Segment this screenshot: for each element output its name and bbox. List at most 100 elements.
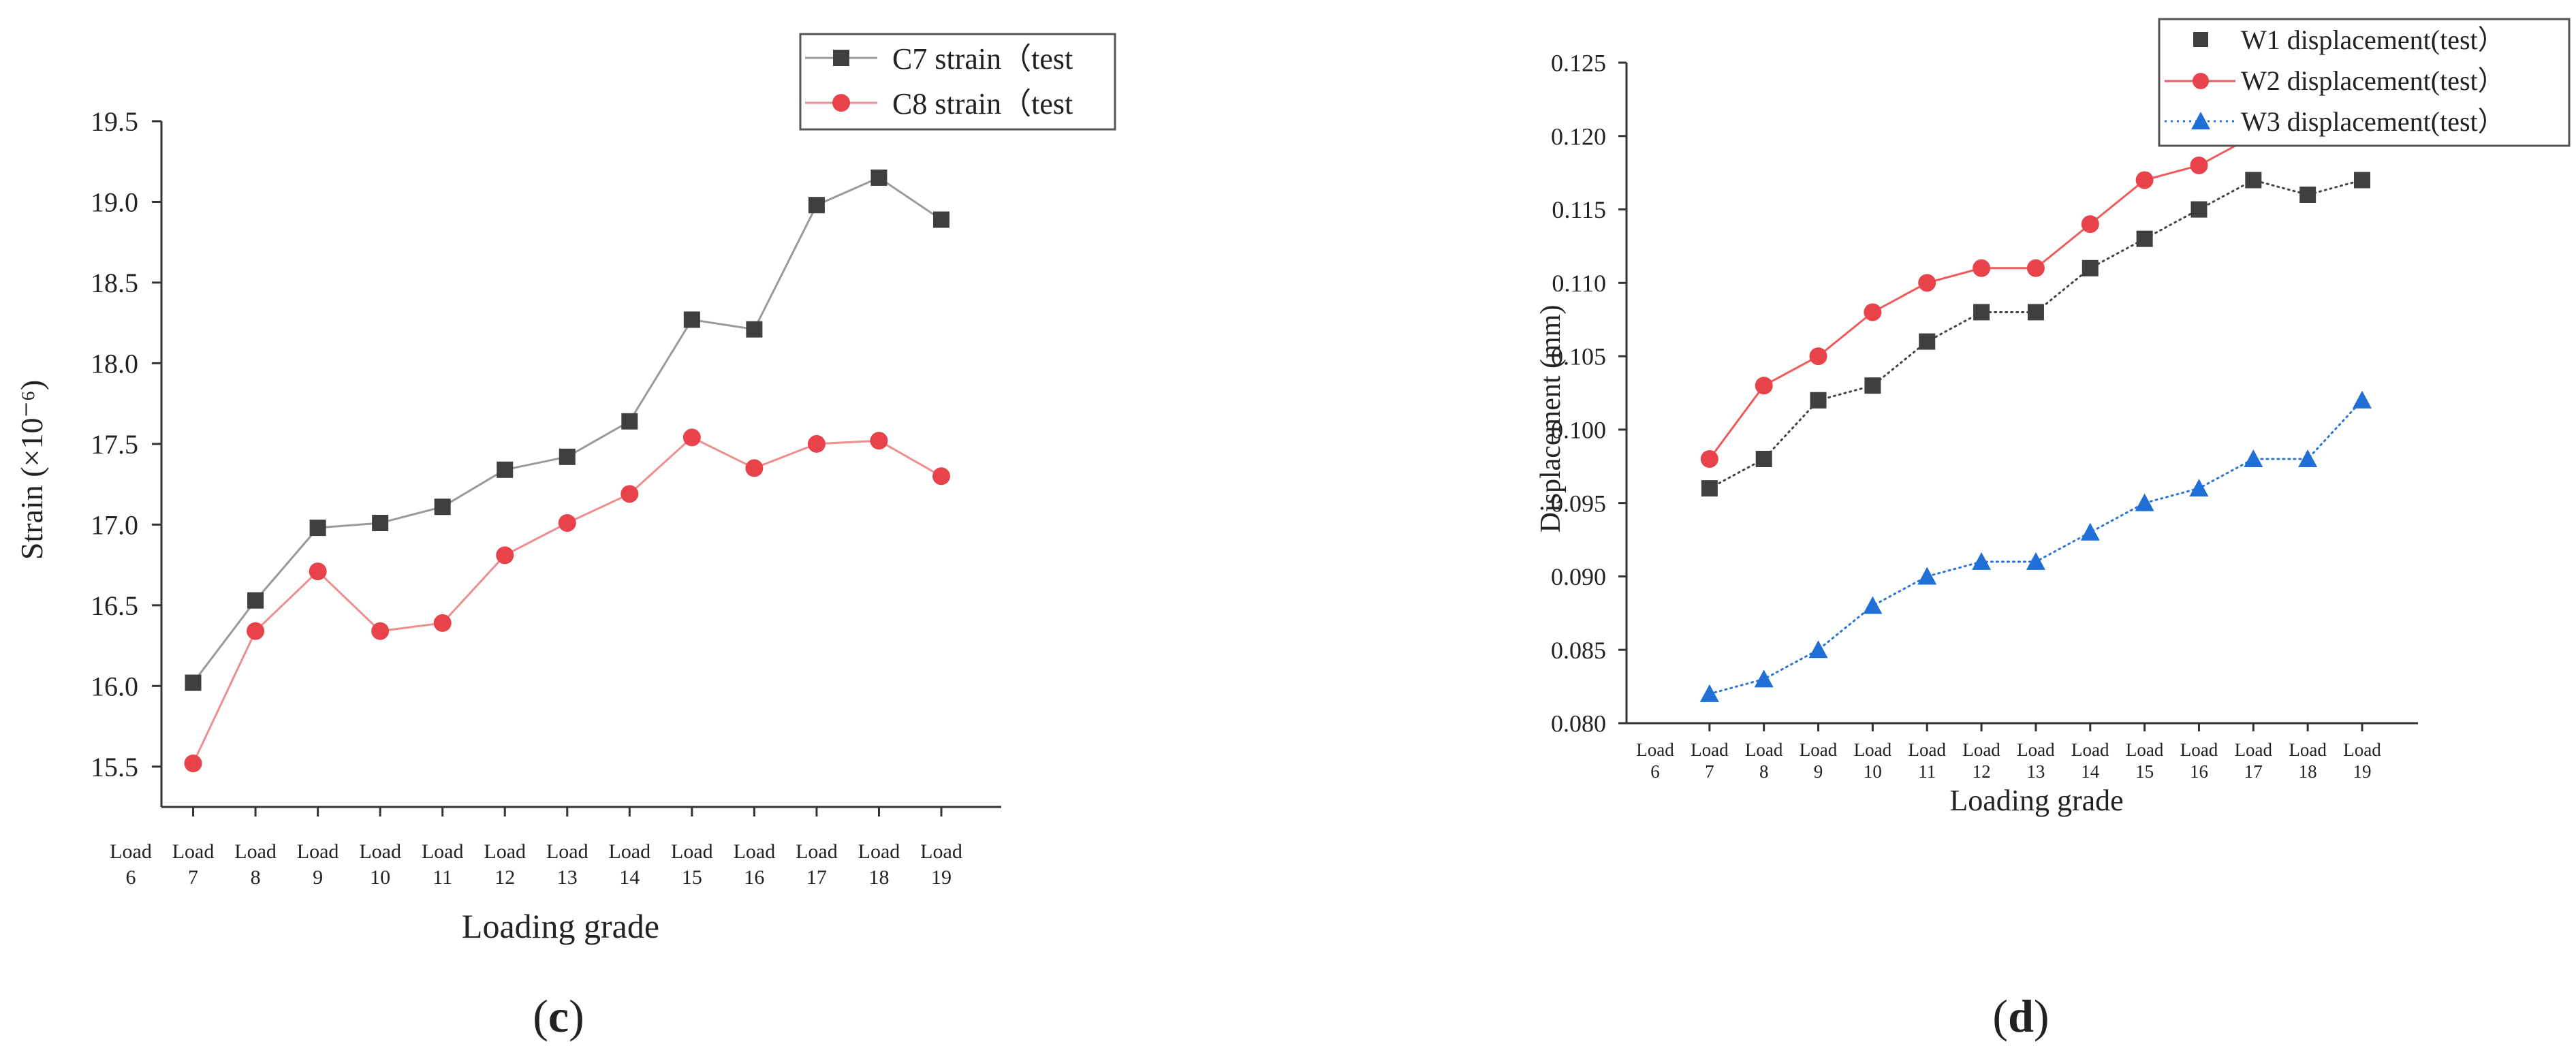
c-x-tick-label-top: Load xyxy=(796,840,838,863)
c-series-1-point xyxy=(247,622,265,640)
d-x-tick-label-bottom: 11 xyxy=(1918,761,1936,782)
d-axes xyxy=(1625,63,2418,725)
d-series-2-point xyxy=(1808,640,1828,659)
d-y-tick-label: 0.120 xyxy=(1551,123,1606,150)
d-series-2-point xyxy=(1972,552,1992,570)
c-x-tick-label-bottom: 14 xyxy=(619,866,640,889)
d-x-tick-label-bottom: 6 xyxy=(1650,761,1660,782)
d-series-0-point xyxy=(2082,259,2099,276)
d-x-tick-label-top: Load xyxy=(1691,740,1729,760)
c-y-tick-label: 18.5 xyxy=(91,268,138,298)
c-x-tick-label-top: Load xyxy=(608,840,650,863)
d-series-2-point xyxy=(2298,449,2318,467)
c-x-tick-label-bottom: 12 xyxy=(494,866,515,889)
d-x-tick-label-bottom: 15 xyxy=(2135,761,2154,782)
d-series-1-point xyxy=(2135,171,2154,189)
c-x-tick-label-top: Load xyxy=(920,840,962,863)
c-legend-marker-c8 xyxy=(832,94,850,112)
d-series-0-line xyxy=(1708,178,2363,490)
d-y-tick-label: 0.105 xyxy=(1551,343,1606,370)
c-y-tick-label: 16.5 xyxy=(91,590,138,621)
d-x-tick-label-bottom: 10 xyxy=(1864,761,1882,782)
c-series-0-point xyxy=(434,498,451,515)
d-y-tick-label: 0.080 xyxy=(1551,710,1606,737)
d-series-2-point xyxy=(1917,567,1937,585)
c-x-tick-label-top: Load xyxy=(858,840,900,863)
c-series-1-point xyxy=(558,513,576,532)
c-y-tick-label: 17.0 xyxy=(91,509,138,540)
d-series-0-point xyxy=(2136,230,2153,247)
d-x-tick-label-bottom: 19 xyxy=(2353,761,2372,782)
d-y-axis-label: Displacement (mm) xyxy=(1535,305,1567,533)
d-x-tick-label-top: Load xyxy=(2071,740,2109,760)
d-series-0-point xyxy=(2190,201,2208,218)
c-x-tick-label-top: Load xyxy=(546,840,588,863)
d-series-1-line xyxy=(1708,120,2363,460)
c-x-tick-label-top: Load xyxy=(484,840,526,863)
c-x-tick-label-bottom: 13 xyxy=(557,866,578,889)
c-series-0-point xyxy=(870,169,888,186)
d-x-tick-label-top: Load xyxy=(2017,740,2055,760)
c-x-tick-label-bottom: 8 xyxy=(251,866,261,889)
c-x-axis-label: Loading grade xyxy=(462,907,659,945)
c-series xyxy=(184,169,950,773)
d-x-tick-label-top: Load xyxy=(2235,740,2273,760)
c-series-1-point xyxy=(184,755,202,773)
c-x-tick-label-bottom: 15 xyxy=(682,866,702,889)
d-x-tick-label-top: Load xyxy=(1962,740,2000,760)
c-y-tick-label: 16.0 xyxy=(91,671,138,701)
c-x-tick-label-bottom: 17 xyxy=(806,866,827,889)
d-series-1-point xyxy=(1918,274,1936,292)
c-series-1-point xyxy=(745,459,764,477)
c-series-1-point xyxy=(932,467,950,486)
c-x-tick-label-bottom: 7 xyxy=(188,866,198,889)
c-series-0-point xyxy=(247,592,264,609)
c-x-tick-label-top: Load xyxy=(359,840,401,863)
c-series-0-point xyxy=(683,311,700,328)
c-panel-label: (c) xyxy=(533,990,584,1042)
c-series-0-point xyxy=(746,321,763,338)
d-series-0-point xyxy=(2027,304,2044,321)
d-x-tick-label-bottom: 7 xyxy=(1705,761,1714,782)
d-x-tick-label-top: Load xyxy=(1636,740,1674,760)
d-y-tick-label: 0.125 xyxy=(1551,50,1606,77)
c-x-tick-label-bottom: 19 xyxy=(931,866,952,889)
d-series-2-line xyxy=(1708,399,2363,695)
d-x-tick-label-top: Load xyxy=(2289,740,2327,760)
d-x-tick-label-bottom: 9 xyxy=(1814,761,1823,782)
d-series-0-point xyxy=(1755,451,1772,467)
d-series-2-point xyxy=(2189,479,2209,497)
d-x-tick-label-bottom: 14 xyxy=(2081,761,2100,782)
d-series-1-point xyxy=(1973,259,1991,277)
c-series-1-point xyxy=(870,432,888,450)
d-legend-marker-w1 xyxy=(2193,32,2208,47)
d-x-tick-label-bottom: 12 xyxy=(1973,761,1991,782)
d-series-2-point xyxy=(2244,449,2263,467)
c-x-tick-label-top: Load xyxy=(297,840,339,863)
d-series-2-point xyxy=(2080,522,2100,541)
d-x-tick-label-top: Load xyxy=(1908,740,1946,760)
c-y-axis-label: Strain (×10⁻⁶) xyxy=(14,380,49,560)
c-x-tick-label-bottom: 16 xyxy=(744,866,764,889)
d-y-tick-label: 0.100 xyxy=(1551,416,1606,443)
c-x-tick-label-bottom: 11 xyxy=(433,866,452,889)
d-series-0-point xyxy=(1810,392,1827,409)
c-series-0-line xyxy=(192,176,942,684)
d-x-tick-label-top: Load xyxy=(2180,740,2218,760)
d-legend: W1 displacement(test） W2 displacement(te… xyxy=(2158,18,2571,147)
c-y-tick-label: 18.0 xyxy=(91,348,138,379)
c-series-0-point xyxy=(621,413,638,430)
d-series-0-point xyxy=(1701,480,1718,497)
d-series-1-point xyxy=(2190,156,2208,174)
c-x-tick-label-bottom: 18 xyxy=(868,866,889,889)
c-series-1-point xyxy=(496,546,514,565)
d-series-0-point xyxy=(1864,377,1881,394)
d-x-axis-label: Loading grade xyxy=(1949,784,2123,817)
c-series-0-point xyxy=(808,197,825,214)
d-legend-label-w1: W1 displacement(test） xyxy=(2241,25,2505,55)
d-series-2-point xyxy=(2026,552,2045,570)
c-y-tick-label: 17.5 xyxy=(91,429,138,460)
d-series-1-point xyxy=(1700,450,1718,468)
d-series-1-point xyxy=(1864,303,1882,321)
